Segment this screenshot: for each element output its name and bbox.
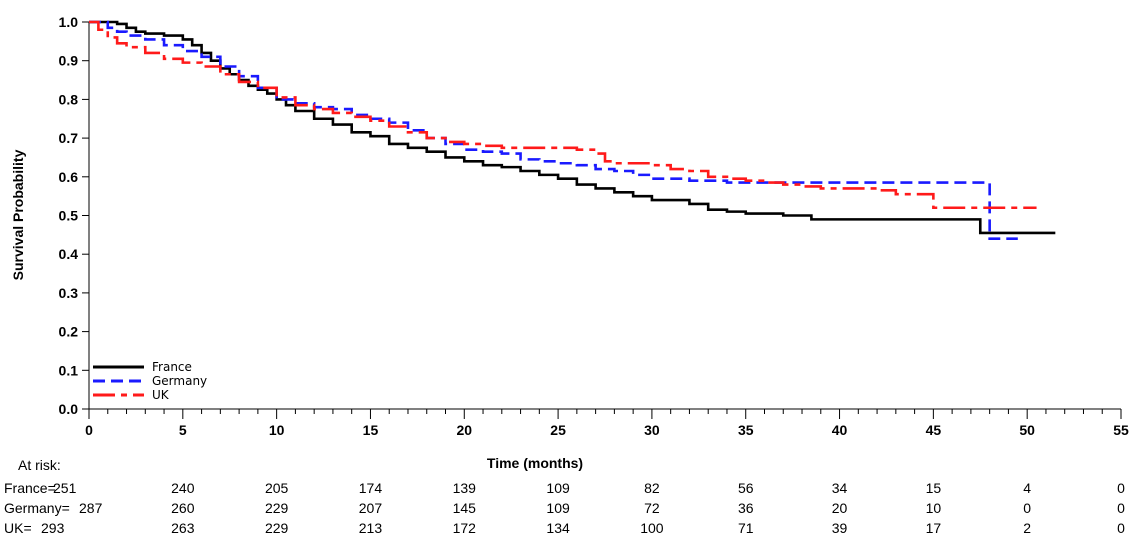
at-risk-count: 0 [1023, 500, 1031, 516]
curve-france [89, 20, 1056, 235]
legend-label-france: France [152, 360, 192, 374]
at-risk-title: At risk: [18, 457, 61, 473]
y-axis-title: Survival Probability [10, 149, 26, 280]
y-tick-label: 0.8 [59, 91, 79, 107]
y-tick-label: 0.6 [59, 169, 79, 185]
at-risk-table: At risk:France=251 240 205 174 139 109 82 56 34 1… [4, 457, 1125, 536]
at-risk-count: 134 [546, 520, 570, 536]
legend-label-germany: Germany [152, 374, 207, 388]
at-risk-count: 260 [171, 500, 195, 516]
y-tick-label: 0.9 [59, 53, 79, 69]
at-risk-count: 109 [546, 480, 570, 496]
y-tick-label: 0.3 [59, 285, 79, 301]
at-risk-count: 0 [1117, 500, 1125, 516]
at-risk-count: 213 [359, 520, 383, 536]
at-risk-count: 0 [1117, 520, 1125, 536]
at-risk-count: 139 [453, 480, 477, 496]
at-risk-count: 71 [738, 520, 754, 536]
y-tick-label: 0.1 [59, 362, 79, 378]
y-tick-label: 0.0 [59, 401, 79, 417]
x-tick-label: 30 [644, 422, 660, 438]
x-tick-label: 10 [269, 422, 285, 438]
at-risk-count: 34 [832, 480, 848, 496]
x-tick-label: 25 [550, 422, 566, 438]
at-risk-count: 287 [79, 500, 103, 516]
at-risk-row-label: Germany= [4, 500, 70, 516]
at-risk-row-label: UK= [4, 520, 32, 536]
curve-uk [89, 20, 1037, 210]
at-risk-count: 240 [171, 480, 195, 496]
x-tick-label: 15 [363, 422, 379, 438]
y-axis-ticks: 0.0 0.1 0.2 0.3 0.4 0.5 0.6 0.7 0.8 0.9 1.0 [59, 14, 89, 417]
at-risk-count: 72 [644, 500, 660, 516]
at-risk-count: 100 [640, 520, 664, 536]
at-risk-count: 205 [265, 480, 289, 496]
x-tick-label: 50 [1019, 422, 1035, 438]
at-risk-count: 15 [926, 480, 942, 496]
at-risk-row-label: France= [4, 480, 56, 496]
x-tick-label: 45 [926, 422, 942, 438]
at-risk-count: 4 [1023, 480, 1031, 496]
at-risk-count: 39 [832, 520, 848, 536]
y-tick-label: 0.5 [59, 208, 79, 224]
at-risk-count: 229 [265, 520, 289, 536]
curve-germany [89, 20, 1018, 241]
at-risk-count: 145 [453, 500, 477, 516]
x-tick-label: 35 [738, 422, 754, 438]
at-risk-count: 2 [1023, 520, 1031, 536]
at-risk-count: 174 [359, 480, 383, 496]
at-risk-count: 82 [644, 480, 660, 496]
at-risk-count: 293 [41, 520, 65, 536]
at-risk-count: 207 [359, 500, 383, 516]
x-tick-label: 40 [832, 422, 848, 438]
x-tick-label: 55 [1113, 422, 1129, 438]
x-tick-label: 0 [85, 422, 93, 438]
survival-curves [89, 20, 1056, 241]
at-risk-count: 0 [1117, 480, 1125, 496]
x-tick-label: 5 [179, 422, 187, 438]
at-risk-count: 172 [453, 520, 477, 536]
at-risk-count: 251 [53, 480, 77, 496]
y-tick-label: 0.7 [59, 130, 79, 146]
legend-label-uk: UK [152, 388, 170, 402]
y-tick-label: 1.0 [59, 14, 79, 30]
x-axis-ticks: 0 5 10 15 20 25 30 35 40 45 50 55 [85, 409, 1129, 438]
y-tick-label: 0.2 [59, 324, 79, 340]
x-tick-label: 20 [456, 422, 472, 438]
at-risk-count: 109 [546, 500, 570, 516]
x-axis-title: Time (months) [487, 455, 583, 471]
at-risk-count: 229 [265, 500, 289, 516]
y-tick-label: 0.4 [59, 246, 79, 262]
at-risk-count: 17 [926, 520, 942, 536]
at-risk-count: 20 [832, 500, 848, 516]
at-risk-count: 10 [926, 500, 942, 516]
plot-area: 0 5 10 15 20 25 30 35 40 45 50 55 0.00.10.20.30.40.… [59, 14, 1129, 438]
at-risk-count: 263 [171, 520, 195, 536]
at-risk-count: 36 [738, 500, 754, 516]
at-risk-count: 56 [738, 480, 754, 496]
